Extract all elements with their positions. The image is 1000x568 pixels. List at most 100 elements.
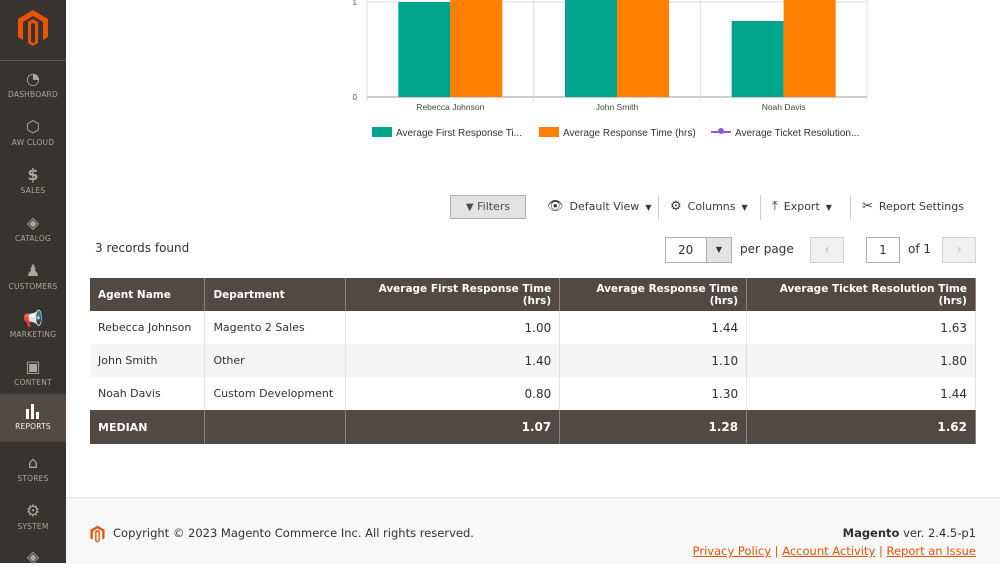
report-chart: 0 1 Rebecca Johnson John Smith Noah Davis	[353, 0, 868, 112]
grid-header-row: Agent Name Department Average First Resp…	[90, 278, 976, 311]
cube-icon: ◈	[26, 547, 40, 566]
sidebar-item-label: REPORTS	[15, 422, 51, 431]
sidebar-item-label: CATALOG	[15, 234, 51, 243]
cell-median-ticket-resolution: 1.62	[746, 410, 976, 444]
sidebar-item-label: AW CLOUD	[11, 138, 55, 147]
caret-down-icon: ▼	[825, 203, 832, 212]
cell-median-label: MEDIAN	[90, 410, 206, 444]
sidebar-item-label: SALES	[20, 186, 46, 195]
sidebar-item-label: CUSTOMERS	[8, 282, 58, 291]
bar-response-time	[450, 0, 503, 98]
page-number-input[interactable]: 1	[866, 237, 900, 263]
bar-chart-icon	[0, 400, 66, 422]
x-tick-label: John Smith	[596, 102, 639, 112]
sidebar-item-sales[interactable]: $ SALES	[0, 158, 66, 204]
page-size-select[interactable]: 20 ▼	[665, 237, 732, 263]
dashboard-icon: ◔	[26, 69, 40, 88]
cell-response-time: 1.30	[559, 377, 748, 410]
report-settings-button[interactable]: ✂ Report Settings	[862, 195, 964, 219]
store-icon: ⌂	[27, 453, 39, 472]
cell-median-response-time: 1.28	[559, 410, 748, 444]
cell-first-response: 1.00	[345, 311, 561, 344]
sidebar-item-customers[interactable]: ♟ CUSTOMERS	[0, 254, 66, 300]
sidebar-item-content[interactable]: ▣ CONTENT	[0, 350, 66, 396]
export-label: Export	[783, 200, 820, 213]
sidebar-item-label: SYSTEM	[17, 522, 49, 531]
chevron-right-icon: ›	[956, 242, 962, 258]
report-issue-link[interactable]: Report an Issue	[886, 544, 976, 558]
legend-label: Average Ticket Resolution...	[735, 128, 860, 139]
export-icon: ⤒	[772, 199, 778, 214]
person-icon: ♟	[25, 261, 41, 280]
records-found: 3 records found	[95, 241, 190, 255]
copyright-text: Copyright © 2023 Magento Commerce Inc. A…	[113, 526, 474, 540]
sidebar-item-stores[interactable]: ⌂ STORES	[0, 446, 66, 492]
x-tick-label: Rebecca Johnson	[416, 102, 484, 112]
cell-first-response: 0.80	[345, 377, 561, 410]
legend-swatch	[539, 127, 559, 137]
legend-item-first-response[interactable]: Average First Response Ti...	[372, 127, 522, 141]
gear-icon: ⚙	[25, 501, 41, 520]
column-header-response-time[interactable]: Average Response Time (hrs)	[559, 278, 748, 311]
caret-down-icon: ▼	[645, 203, 652, 212]
sidebar-item-label: STORES	[17, 474, 49, 483]
columns-label: Columns	[687, 200, 736, 213]
sidebar-item-marketing[interactable]: 📢 MARKETING	[0, 302, 66, 348]
sidebar-item-system[interactable]: ⚙ SYSTEM	[0, 494, 66, 540]
legend-item-ticket-resolution[interactable]: Average Ticket Resolution...	[711, 127, 859, 141]
chevron-left-icon: ‹	[824, 242, 830, 258]
sidebar-item-aw-cloud[interactable]: ⬡ AW CLOUD	[0, 110, 66, 156]
cell-agent-name: John Smith	[90, 344, 206, 377]
filters-button[interactable]: ▼ Filters	[450, 195, 526, 219]
magento-logo-icon	[90, 525, 105, 543]
table-row[interactable]: Noah Davis Custom Development 0.80 1.30 …	[90, 377, 976, 410]
legend-swatch	[711, 128, 731, 134]
columns-dropdown[interactable]: ⚙ Columns ▼	[670, 195, 748, 219]
column-header-ticket-resolution[interactable]: Average Ticket Resolution Time (hrs)	[746, 278, 976, 311]
per-page-label: per page	[740, 242, 794, 256]
settings-label: Report Settings	[878, 200, 964, 213]
previous-page-button[interactable]: ‹	[810, 237, 844, 263]
column-header-first-response[interactable]: Average First Response Time (hrs)	[345, 278, 561, 311]
sidebar-item-dashboard[interactable]: ◔ DASHBOARD	[0, 62, 66, 108]
column-header-department[interactable]: Department	[204, 278, 347, 311]
magento-logo-icon[interactable]	[17, 10, 49, 46]
gear-icon: ⚙	[670, 199, 682, 214]
eye-icon: 👁	[547, 199, 564, 214]
account-activity-link[interactable]: Account Activity	[782, 544, 876, 558]
bar-response-time	[783, 0, 836, 97]
privacy-policy-link[interactable]: Privacy Policy	[692, 544, 771, 558]
y-tick-label: 1	[353, 0, 358, 7]
cell-median-first-response: 1.07	[345, 410, 561, 444]
filter-icon: ▼	[465, 202, 474, 213]
sidebar-item-extensions[interactable]: ◈	[0, 540, 66, 566]
default-view-dropdown[interactable]: 👁 Default View ▼	[547, 195, 651, 219]
layout-icon: ▣	[25, 357, 41, 376]
cell-department: Other	[204, 344, 347, 377]
tools-icon: ✂	[862, 199, 873, 214]
sidebar-item-catalog[interactable]: ◈ CATALOG	[0, 206, 66, 252]
report-grid: Agent Name Department Average First Resp…	[90, 278, 976, 444]
column-header-agent-name[interactable]: Agent Name	[90, 278, 206, 311]
megaphone-icon: 📢	[23, 309, 43, 328]
cell-agent-name: Noah Davis	[90, 377, 206, 410]
version-number: ver. 2.4.5-p1	[899, 526, 976, 540]
sidebar-item-reports[interactable]: REPORTS	[0, 394, 66, 442]
next-page-button[interactable]: ›	[942, 237, 976, 263]
bar-first-response	[398, 2, 451, 97]
median-row: MEDIAN 1.07 1.28 1.62	[90, 410, 976, 444]
dollar-icon: $	[27, 165, 39, 184]
bar-response-time	[617, 0, 669, 97]
sidebar-item-label: DASHBOARD	[8, 90, 58, 99]
chart-legend: Average First Response Ti... Average Res…	[372, 127, 892, 141]
caret-down-icon[interactable]: ▼	[706, 238, 731, 262]
bar-first-response	[565, 0, 617, 97]
admin-sidebar: ◔ DASHBOARD ⬡ AW CLOUD $ SALES ◈ CATALOG…	[0, 0, 66, 566]
table-row[interactable]: Rebecca Johnson Magento 2 Sales 1.00 1.4…	[90, 311, 976, 344]
bar-first-response	[731, 21, 784, 97]
legend-item-response-time[interactable]: Average Response Time (hrs)	[539, 127, 696, 141]
legend-label: Average Response Time (hrs)	[563, 128, 696, 139]
export-dropdown[interactable]: ⤒ Export ▼	[772, 195, 832, 219]
hexagon-icon: ⬡	[26, 117, 40, 136]
table-row[interactable]: John Smith Other 1.40 1.10 1.80	[90, 344, 976, 377]
